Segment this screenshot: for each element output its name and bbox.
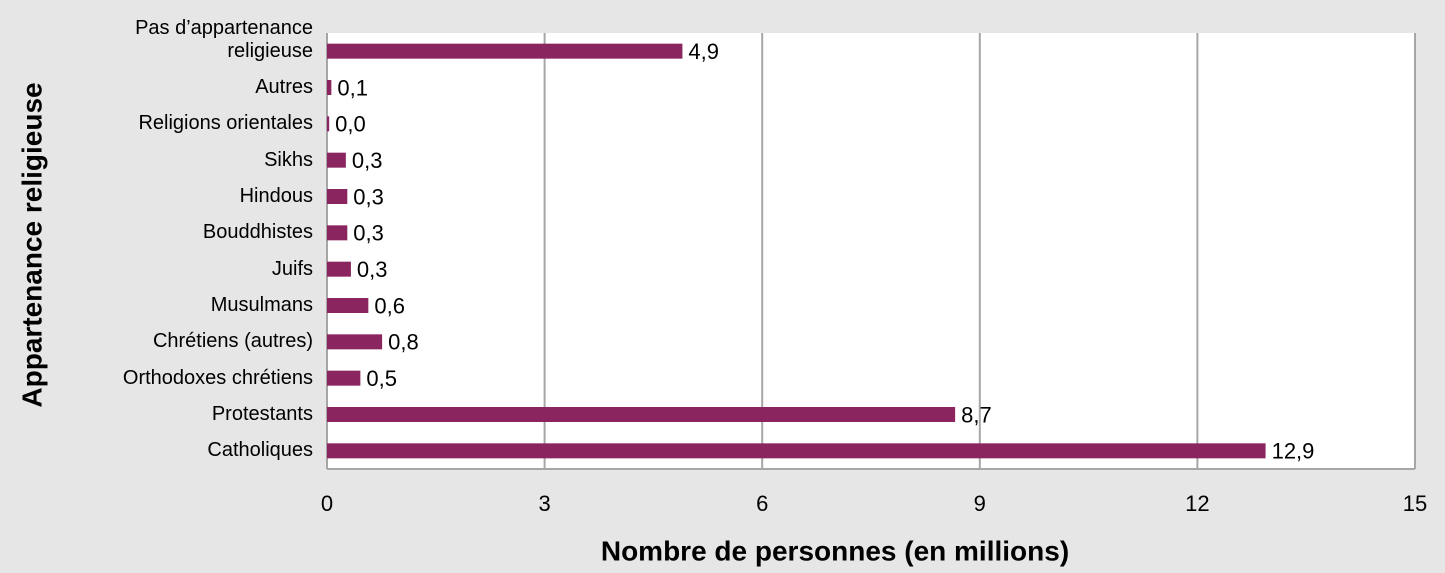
data-label: 4,9 — [688, 39, 719, 64]
y-tick-label: Sikhs — [264, 148, 313, 171]
x-axis-title: Nombre de personnes (en millions) — [601, 535, 1069, 566]
y-tick-label: Autres — [255, 76, 313, 98]
data-label: 0,6 — [374, 293, 405, 318]
y-tick-label: Catholiques — [207, 439, 313, 462]
x-tick-label: 0 — [321, 491, 333, 516]
bar — [327, 261, 351, 277]
data-label: 0,5 — [366, 366, 397, 391]
bar — [327, 298, 369, 313]
data-label: 8,7 — [961, 402, 992, 427]
bar — [327, 152, 346, 168]
plot-area — [327, 33, 1415, 469]
x-tick-label: 3 — [538, 491, 550, 516]
y-tick-label: Chrétiens (autres) — [152, 330, 313, 353]
x-tick-label: 15 — [1403, 491, 1427, 516]
data-label: 0,3 — [357, 257, 388, 282]
bar — [327, 443, 1266, 459]
bar — [327, 43, 683, 59]
y-tick-label: Orthodoxes chrétiens — [122, 366, 313, 389]
data-label: 0,0 — [335, 112, 366, 137]
bar — [327, 80, 332, 95]
data-label: 0,3 — [353, 221, 384, 246]
data-label: 0,8 — [388, 330, 419, 355]
y-tick-label: Protestants — [211, 403, 313, 425]
y-tick-label: Bouddhistes — [202, 221, 313, 244]
bar — [327, 334, 383, 350]
x-tick-label: 6 — [756, 491, 768, 516]
y-tick-label: Juifs — [271, 257, 313, 280]
bar — [327, 370, 361, 386]
bar — [327, 407, 956, 422]
bar — [327, 225, 348, 241]
data-label: 0,3 — [352, 148, 383, 173]
x-tick-label: 9 — [974, 491, 986, 516]
data-label: 0,1 — [337, 75, 368, 100]
y-axis-title: Appartenance religieuse — [16, 82, 47, 407]
y-tick-label: Musulmans — [210, 294, 313, 316]
data-label: 0,3 — [353, 184, 384, 209]
x-tick-label: 12 — [1185, 491, 1209, 516]
bar — [327, 116, 330, 132]
y-tick-label: Religions orientales — [138, 112, 313, 135]
y-tick-label: Pas d’appartenance religieuse — [135, 17, 313, 63]
bar — [327, 189, 348, 204]
y-tick-label: Hindous — [239, 185, 313, 207]
data-label: 12,9 — [1272, 439, 1315, 464]
